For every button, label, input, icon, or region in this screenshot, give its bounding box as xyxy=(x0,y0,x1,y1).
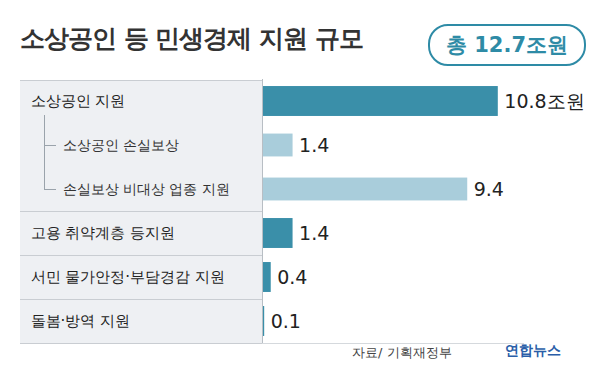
svg-text:0.1: 0.1 xyxy=(271,310,301,332)
svg-text:1.4: 1.4 xyxy=(299,134,329,156)
svg-text:소상공인 지원: 소상공인 지원 xyxy=(31,92,126,110)
svg-text:서민 물가안정·부담경감 지원: 서민 물가안정·부담경감 지원 xyxy=(31,268,225,286)
svg-text:10.8조원: 10.8조원 xyxy=(504,90,584,112)
html-text:총 12.7조원: 총 12.7조원 xyxy=(445,33,568,57)
html-text:연합뉴스: 연합뉴스 xyxy=(505,342,561,358)
svg-text:소상공인 손실보상: 소상공인 손실보상 xyxy=(63,137,179,153)
svg-text:돌봄·방역 지원: 돌봄·방역 지원 xyxy=(31,312,131,330)
html-text:자료/ 기획재정부: 자료/ 기획재정부 xyxy=(352,345,452,360)
svg-text:9.4: 9.4 xyxy=(474,178,504,200)
html-text:소상공인 등 민생경제 지원 규모: 소상공인 등 민생경제 지원 규모 xyxy=(20,24,363,53)
svg-text:고용 취약계층 등지원: 고용 취약계층 등지원 xyxy=(31,224,176,242)
svg-text:1.4: 1.4 xyxy=(299,222,329,244)
svg-text:0.4: 0.4 xyxy=(277,266,307,288)
svg-text:손실보상 비대상 업종 지원: 손실보상 비대상 업종 지원 xyxy=(63,181,230,197)
